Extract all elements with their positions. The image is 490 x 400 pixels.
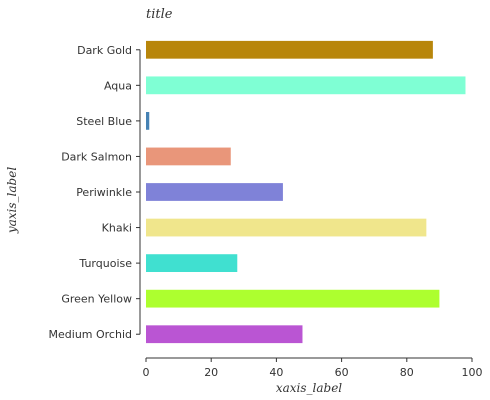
bar-steel-blue [146,112,150,130]
bar-periwinkle [146,183,283,201]
x-tick-label: 80 [400,366,414,379]
x-tick-label: 20 [204,366,218,379]
y-tick-label: Aqua [104,79,132,92]
y-tick-label: Green Yellow [61,293,132,306]
x-tick-label: 100 [462,366,483,379]
y-tick-label: Periwinkle [76,186,132,199]
x-tick-label: 60 [335,366,349,379]
y-tick-label: Dark Salmon [61,150,132,163]
bar-medium-orchid [146,325,303,344]
y-tick-label: Khaki [102,222,132,235]
bar-dark-gold [146,40,433,59]
bar-aqua [146,76,466,95]
x-axis: 0 20 40 60 80 100 [143,357,483,379]
y-tick-label: Steel Blue [76,115,132,128]
x-tick-label: 0 [143,366,150,379]
y-axis-title: yaxis_label [5,167,19,234]
bar-khaki [146,218,427,237]
y-tick-label: Turquoise [78,257,132,270]
y-tick-label: Dark Gold [77,44,132,57]
chart-title: title [146,7,173,22]
x-tick-label: 40 [269,366,283,379]
bar-dark-salmon [146,147,231,166]
bars-group [146,40,466,344]
y-tick-label: Medium Orchid [49,328,132,341]
y-axis: Medium Orchid Green Yellow Turquoise Khaki P… [49,44,141,341]
x-axis-title: xaxis_label [276,381,342,395]
bar-green-yellow [146,289,440,308]
bar-turquoise [146,254,238,272]
